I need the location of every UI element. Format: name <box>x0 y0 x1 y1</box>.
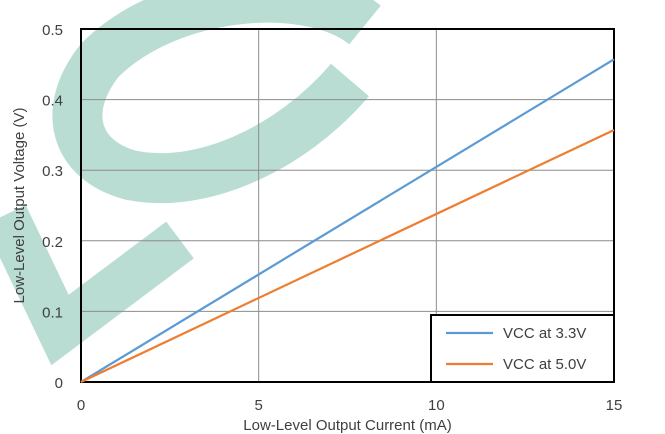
y-tick-label: 0.4 <box>42 93 63 110</box>
y-tick-label: 0.5 <box>42 22 63 39</box>
series-lines <box>80 58 615 383</box>
x-tick-label: 5 <box>254 397 262 414</box>
watermark-logo <box>0 0 381 366</box>
y-axis-tick-labels: 0 0.1 0.2 0.3 0.4 0.5 <box>42 22 63 392</box>
legend-label-2: VCC at 5.0V <box>503 356 586 373</box>
watermark-v-shape <box>0 205 194 366</box>
y-axis-label: Low-Level Output Voltage (V) <box>11 108 28 304</box>
plot-area-border <box>80 28 615 383</box>
legend: VCC at 3.3V VCC at 5.0V <box>430 314 615 383</box>
y-tick-label: 0.1 <box>42 304 63 321</box>
series-line-2 <box>80 128 615 383</box>
x-tick-label: 0 <box>77 397 85 414</box>
legend-label-1: VCC at 3.3V <box>503 325 586 342</box>
grid-lines <box>81 29 614 382</box>
x-axis-tick-labels: 0 5 10 15 <box>77 397 623 414</box>
x-tick-label: 10 <box>428 397 445 414</box>
legend-box <box>430 314 615 383</box>
series-line-1 <box>80 58 615 383</box>
watermark-c-shape <box>52 0 381 204</box>
x-axis-label: Low-Level Output Current (mA) <box>243 417 451 434</box>
x-tick-label: 15 <box>606 397 623 414</box>
y-tick-label: 0.3 <box>42 163 63 180</box>
y-tick-label: 0 <box>55 375 63 392</box>
y-tick-label: 0.2 <box>42 234 63 251</box>
